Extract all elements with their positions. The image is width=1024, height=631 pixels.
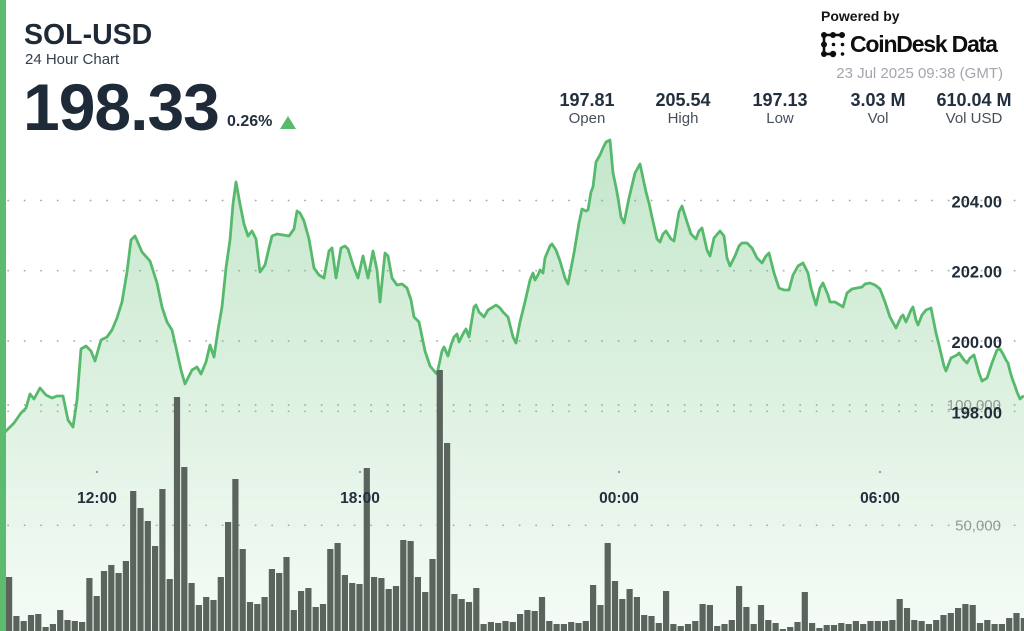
svg-text:202.00: 202.00	[952, 264, 1002, 282]
svg-text:198.00: 198.00	[952, 404, 1002, 422]
svg-text:12:00: 12:00	[77, 490, 117, 507]
svg-text:18:00: 18:00	[340, 490, 380, 507]
svg-text:50,000: 50,000	[955, 518, 1001, 535]
svg-text:00:00: 00:00	[599, 490, 639, 507]
svg-text:06:00: 06:00	[860, 490, 900, 507]
svg-text:204.00: 204.00	[952, 194, 1002, 212]
svg-text:100,000: 100,000	[947, 397, 1001, 414]
svg-text:200.00: 200.00	[952, 334, 1002, 352]
